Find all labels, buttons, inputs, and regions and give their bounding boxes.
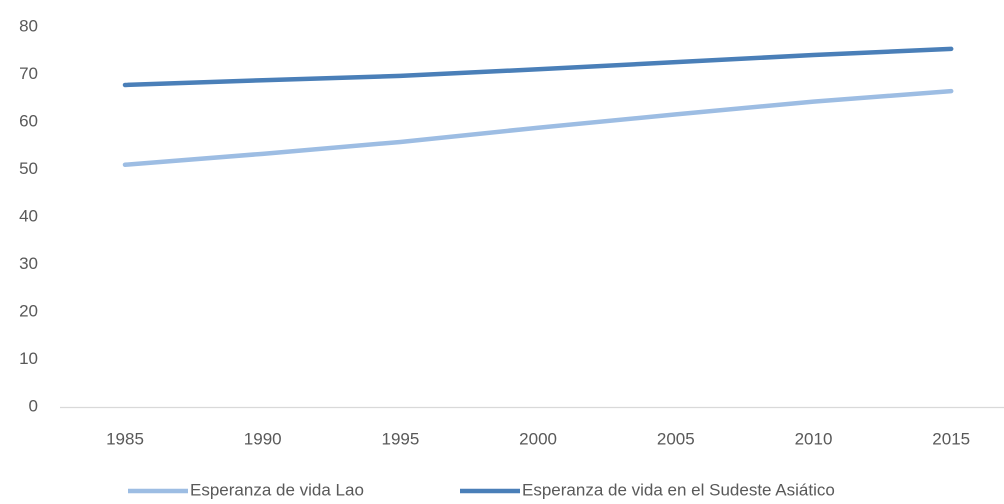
y-tick-label: 70 [19, 64, 38, 83]
y-tick-label: 80 [19, 16, 38, 35]
x-tick-label: 2000 [519, 429, 557, 448]
y-tick-label: 60 [19, 111, 38, 130]
series-line [122, 46, 954, 88]
series-line [122, 88, 954, 167]
x-tick-label: 1995 [381, 429, 419, 448]
legend-label: Esperanza de vida Lao [190, 480, 364, 499]
x-tick-label: 2015 [932, 429, 970, 448]
y-tick-label: 30 [19, 254, 38, 273]
x-tick-label: 1985 [106, 429, 144, 448]
y-tick-label: 40 [19, 206, 38, 225]
x-tick-label: 2005 [657, 429, 695, 448]
y-tick-label: 10 [19, 349, 38, 368]
y-tick-label: 20 [19, 301, 38, 320]
legend-label: Esperanza de vida en el Sudeste Asiático [522, 480, 835, 499]
x-tick-label: 1990 [244, 429, 282, 448]
y-tick-label: 0 [29, 396, 38, 415]
x-tick-label: 2010 [795, 429, 833, 448]
y-tick-label: 50 [19, 159, 38, 178]
